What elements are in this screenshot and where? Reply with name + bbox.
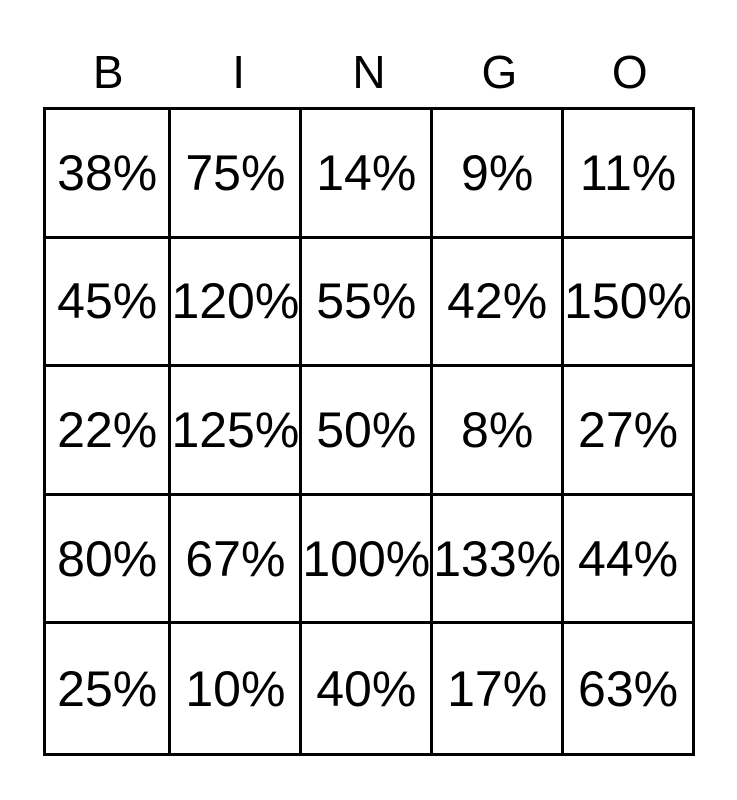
header-letter-b: B xyxy=(92,46,124,98)
bingo-cell[interactable]: 150% xyxy=(564,239,692,368)
bingo-cell[interactable]: 67% xyxy=(171,495,303,625)
bingo-cell[interactable]: 14% xyxy=(302,110,434,239)
bingo-cell[interactable]: 42% xyxy=(433,238,565,368)
bingo-cell[interactable]: 22% xyxy=(46,367,172,496)
bingo-grid: 38% 75% 14% 9% 11% 45% 120% 55% 42% 150% 22% 125% 50… xyxy=(43,107,695,756)
bingo-cell[interactable]: 133% xyxy=(433,495,565,625)
bingo-cell[interactable]: 17% xyxy=(433,624,565,753)
bingo-cell[interactable]: 44% xyxy=(564,496,692,625)
bingo-cell[interactable]: 40% xyxy=(302,624,434,753)
bingo-cell[interactable]: 45% xyxy=(46,238,172,368)
bingo-cell[interactable]: 100% xyxy=(302,495,434,625)
bingo-cell[interactable]: 27% xyxy=(564,367,692,496)
bingo-cell[interactable]: 80% xyxy=(46,495,172,625)
bingo-cell[interactable]: 120% xyxy=(171,238,303,368)
header-letter-i: I xyxy=(232,46,245,98)
bingo-cell[interactable]: 38% xyxy=(46,110,172,239)
bingo-cell[interactable]: 63% xyxy=(578,660,679,717)
header-letter-o: O xyxy=(611,46,648,98)
bingo-cell[interactable]: 8% xyxy=(433,367,565,496)
bingo-cell[interactable]: 10% xyxy=(171,624,303,753)
header-letter-n: N xyxy=(352,46,386,98)
header-letter-g: G xyxy=(481,46,518,98)
bingo-cell[interactable]: 125% xyxy=(171,367,303,496)
bingo-cell[interactable]: 11% xyxy=(564,110,692,239)
bingo-cell[interactable]: 9% xyxy=(433,110,565,239)
bingo-cell[interactable]: 50% xyxy=(302,367,434,496)
bingo-cell[interactable]: 75% xyxy=(171,110,303,239)
bingo-cell[interactable]: 55% xyxy=(302,238,434,368)
bingo-cell[interactable]: 25% xyxy=(46,624,172,753)
